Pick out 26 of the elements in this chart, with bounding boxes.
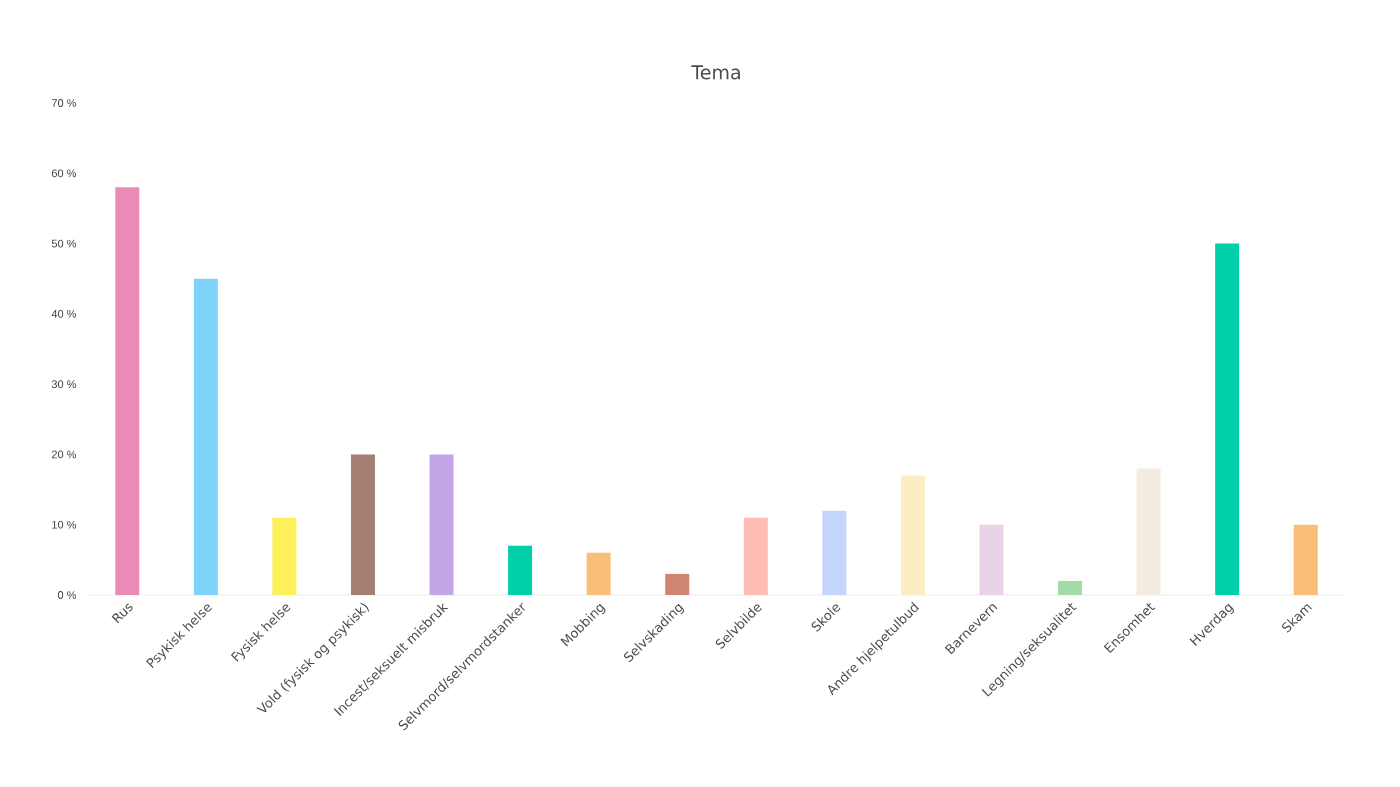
y-tick-label: 20 % xyxy=(51,450,77,459)
bar xyxy=(1058,580,1083,595)
bar xyxy=(115,187,140,595)
bar xyxy=(1215,243,1240,595)
bar xyxy=(1136,468,1161,595)
bar xyxy=(193,278,218,595)
bar xyxy=(508,545,533,595)
bar xyxy=(665,573,690,595)
y-tick-label: 60 % xyxy=(51,169,77,178)
y-tick-label: 40 % xyxy=(51,309,77,318)
bar xyxy=(272,517,297,595)
y-tick-label: 30 % xyxy=(51,380,77,389)
y-tick-label: 10 % xyxy=(52,520,77,529)
bar xyxy=(429,454,454,595)
bar xyxy=(586,552,611,595)
bar xyxy=(900,475,925,595)
y-tick-label: 0 % xyxy=(57,591,77,599)
bar xyxy=(979,524,1004,595)
chart-title: Tema xyxy=(691,65,740,80)
y-tick-label: 50 % xyxy=(51,239,77,248)
bar xyxy=(350,454,375,595)
x-tick-label: Rus xyxy=(111,603,133,624)
y-tick-label: 70 % xyxy=(51,99,77,107)
bar xyxy=(743,517,768,595)
bar xyxy=(1293,524,1318,595)
bar xyxy=(822,510,847,595)
